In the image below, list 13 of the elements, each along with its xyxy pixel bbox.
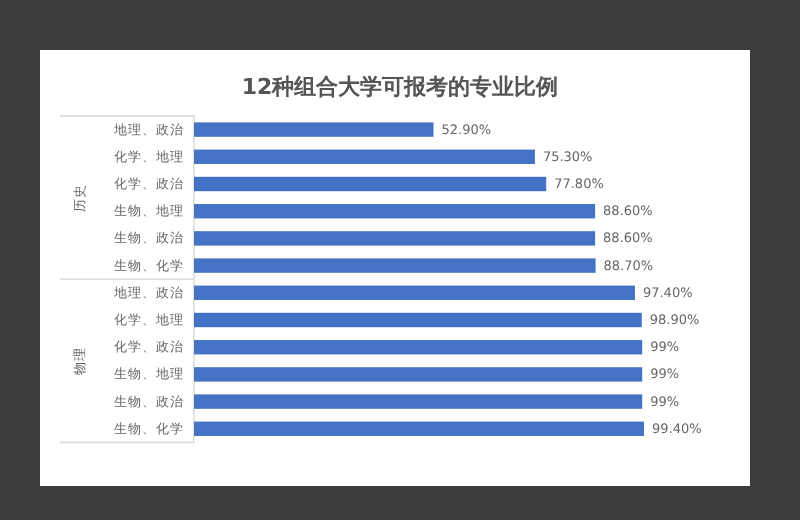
bar — [194, 340, 643, 355]
chart-title: 12种组合大学可报考的专业比例 — [241, 74, 559, 100]
bar — [194, 367, 643, 382]
bar — [194, 176, 547, 192]
bar — [194, 122, 434, 137]
bar — [194, 312, 642, 328]
bar — [194, 231, 596, 246]
bar — [194, 149, 535, 164]
bar — [194, 285, 635, 300]
bar — [194, 421, 644, 436]
bar — [194, 204, 596, 219]
bar — [194, 258, 596, 273]
bar — [194, 394, 643, 409]
